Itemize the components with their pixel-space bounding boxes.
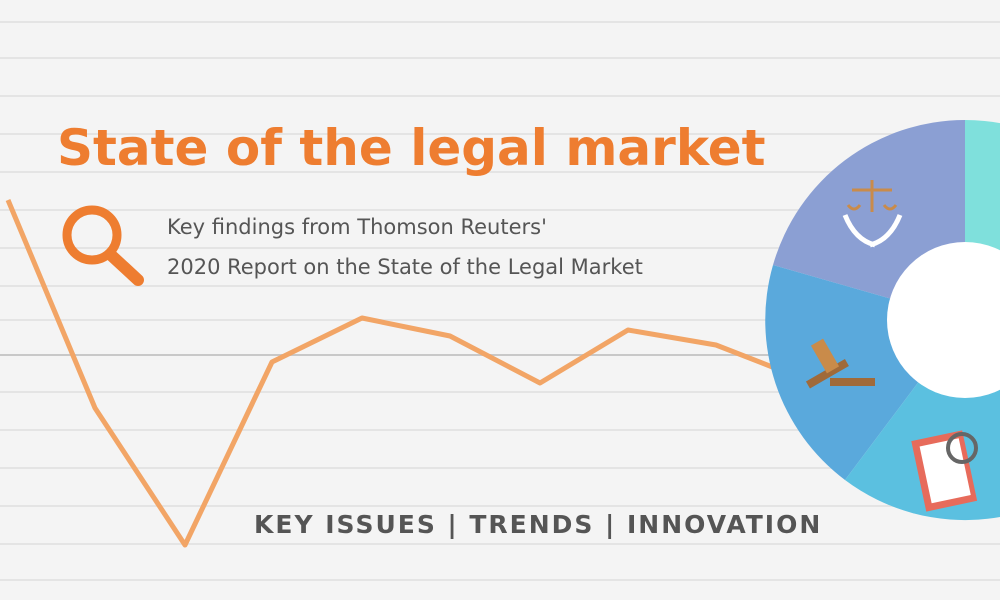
- gavel-icon: [805, 338, 875, 389]
- magnifier-icon: [62, 205, 144, 286]
- subtitle-line: Key findings from Thomson Reuters': [167, 215, 547, 239]
- donut: [765, 120, 1000, 521]
- title: State of the legal market: [57, 119, 766, 177]
- subtitle-line: 2020 Report on the State of the Legal Ma…: [167, 255, 643, 279]
- scales-icon: [842, 180, 903, 248]
- tagline: KEY ISSUES | TRENDS | INNOVATION: [254, 510, 822, 539]
- clipboard-icon: [911, 430, 978, 512]
- decorative-line: [5, 199, 781, 548]
